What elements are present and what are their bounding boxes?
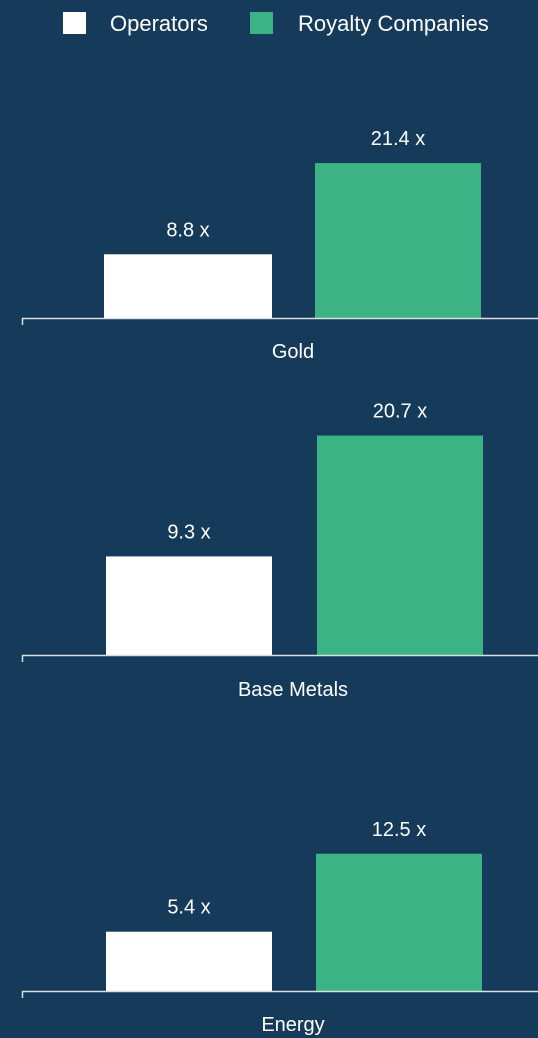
- category-label-energy: Energy: [261, 1014, 324, 1036]
- data-label-gold-operators: 8.8 x: [166, 219, 209, 241]
- data-label-base-metals-royalty: 20.7 x: [373, 401, 427, 423]
- bar-base-metals-operators: [106, 556, 272, 655]
- data-label-base-metals-operators: 9.3 x: [167, 521, 210, 543]
- category-label-gold: Gold: [272, 341, 314, 363]
- legend-label-royalty: Royalty Companies: [298, 11, 489, 36]
- data-label-energy-royalty: 12.5 x: [372, 819, 426, 841]
- bar-gold-operators: [104, 254, 272, 318]
- legend-swatch-royalty: [250, 12, 273, 34]
- legend-swatch-operators: [63, 12, 86, 34]
- bar-gold-royalty: [315, 163, 481, 318]
- legend-label-operators: Operators: [110, 11, 208, 36]
- bar-energy-operators: [106, 931, 272, 991]
- data-label-gold-royalty: 21.4 x: [371, 128, 425, 150]
- category-label-base-metals: Base Metals: [238, 679, 348, 701]
- bar-energy-royalty: [316, 853, 482, 991]
- data-label-energy-operators: 5.4 x: [167, 897, 210, 919]
- bar-base-metals-royalty: [317, 435, 483, 655]
